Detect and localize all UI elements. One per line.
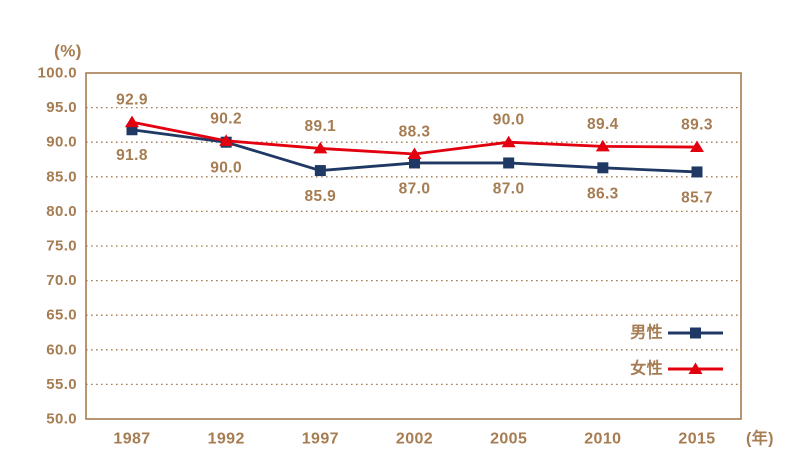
square-marker bbox=[126, 124, 138, 136]
legend-item-1: 女性 bbox=[630, 359, 723, 378]
y-axis-unit-label: (%) bbox=[54, 42, 82, 61]
data-value-label: 87.0 bbox=[493, 180, 525, 197]
data-value-label: 89.1 bbox=[304, 118, 336, 135]
y-axis-tick-label: 80.0 bbox=[46, 203, 77, 220]
data-value-label: 85.7 bbox=[681, 189, 713, 206]
triangle-marker bbox=[219, 134, 234, 146]
series-1-triangle: 92.9 90.2 89.1 88.3 90.0 89.4 89.3 bbox=[116, 92, 713, 159]
data-value-label: 86.3 bbox=[587, 185, 619, 202]
x-axis-tick-labels: 1987 1992 1997 2002 2005 2010 2015 bbox=[113, 431, 715, 448]
x-axis-tick-label: 1987 bbox=[113, 431, 150, 448]
x-axis-tick-label: 2002 bbox=[396, 431, 433, 448]
y-axis-tick-label: 50.0 bbox=[46, 411, 77, 428]
y-axis-tick-label: 95.0 bbox=[46, 99, 77, 116]
triangle-marker bbox=[501, 135, 516, 148]
data-value-label: 90.0 bbox=[210, 160, 242, 177]
y-axis-tick-label: 75.0 bbox=[46, 238, 77, 255]
y-axis-tick-label: 85.0 bbox=[46, 168, 77, 185]
y-axis-tick-label: 60.0 bbox=[46, 341, 77, 358]
y-axis-tick-label: 90.0 bbox=[46, 134, 77, 151]
square-marker bbox=[314, 165, 326, 177]
x-axis-tick-label: 2010 bbox=[584, 431, 621, 448]
square-marker bbox=[503, 157, 515, 169]
square-marker bbox=[409, 157, 420, 169]
square-marker bbox=[597, 162, 609, 174]
gridlines bbox=[86, 106, 741, 386]
x-axis-tick-label: 2005 bbox=[490, 431, 527, 448]
data-value-label: 87.0 bbox=[399, 180, 431, 197]
y-axis-tick-label: 100.0 bbox=[37, 65, 77, 82]
data-value-label: 88.3 bbox=[399, 123, 431, 140]
triangle-marker bbox=[407, 147, 422, 159]
data-value-label: 89.3 bbox=[681, 117, 713, 134]
y-axis-tick-label: 55.0 bbox=[46, 376, 77, 393]
triangle-marker bbox=[690, 140, 704, 153]
square-marker bbox=[691, 166, 703, 178]
legend-square-marker bbox=[690, 327, 701, 339]
y-axis-tick-labels: 100.0 95.0 90.0 85.0 80.0 75.0 70.0 65.0 60.0 55.… bbox=[37, 65, 77, 428]
data-value-label: 85.9 bbox=[304, 188, 336, 205]
data-value-label: 91.8 bbox=[116, 147, 148, 164]
x-axis-tick-label: 2015 bbox=[678, 431, 715, 448]
triangle-marker bbox=[595, 139, 610, 152]
x-axis-tick-label: 1997 bbox=[302, 431, 339, 448]
y-axis-tick-label: 70.0 bbox=[46, 272, 77, 289]
legend-label: 男性 bbox=[630, 323, 663, 342]
legend-triangle-marker bbox=[688, 362, 703, 374]
data-value-label: 89.4 bbox=[587, 116, 619, 133]
y-axis-tick-label: 65.0 bbox=[46, 307, 77, 324]
legend-label: 女性 bbox=[630, 359, 663, 378]
triangle-marker bbox=[313, 141, 328, 154]
plot-area-border bbox=[85, 72, 742, 420]
x-axis-tick-label: 1992 bbox=[208, 431, 245, 448]
legend-item-0: 男性 bbox=[630, 323, 723, 342]
data-value-label: 90.2 bbox=[210, 110, 242, 127]
series-group: 91.8 90.0 85.9 87.0 87.0 86.3 85.7 92.9 90.2 89.1… bbox=[116, 92, 713, 207]
x-axis-unit-label: (年) bbox=[746, 429, 774, 448]
data-value-label: 90.0 bbox=[493, 112, 525, 129]
triangle-marker bbox=[125, 115, 139, 128]
data-value-label: 92.9 bbox=[116, 92, 148, 109]
